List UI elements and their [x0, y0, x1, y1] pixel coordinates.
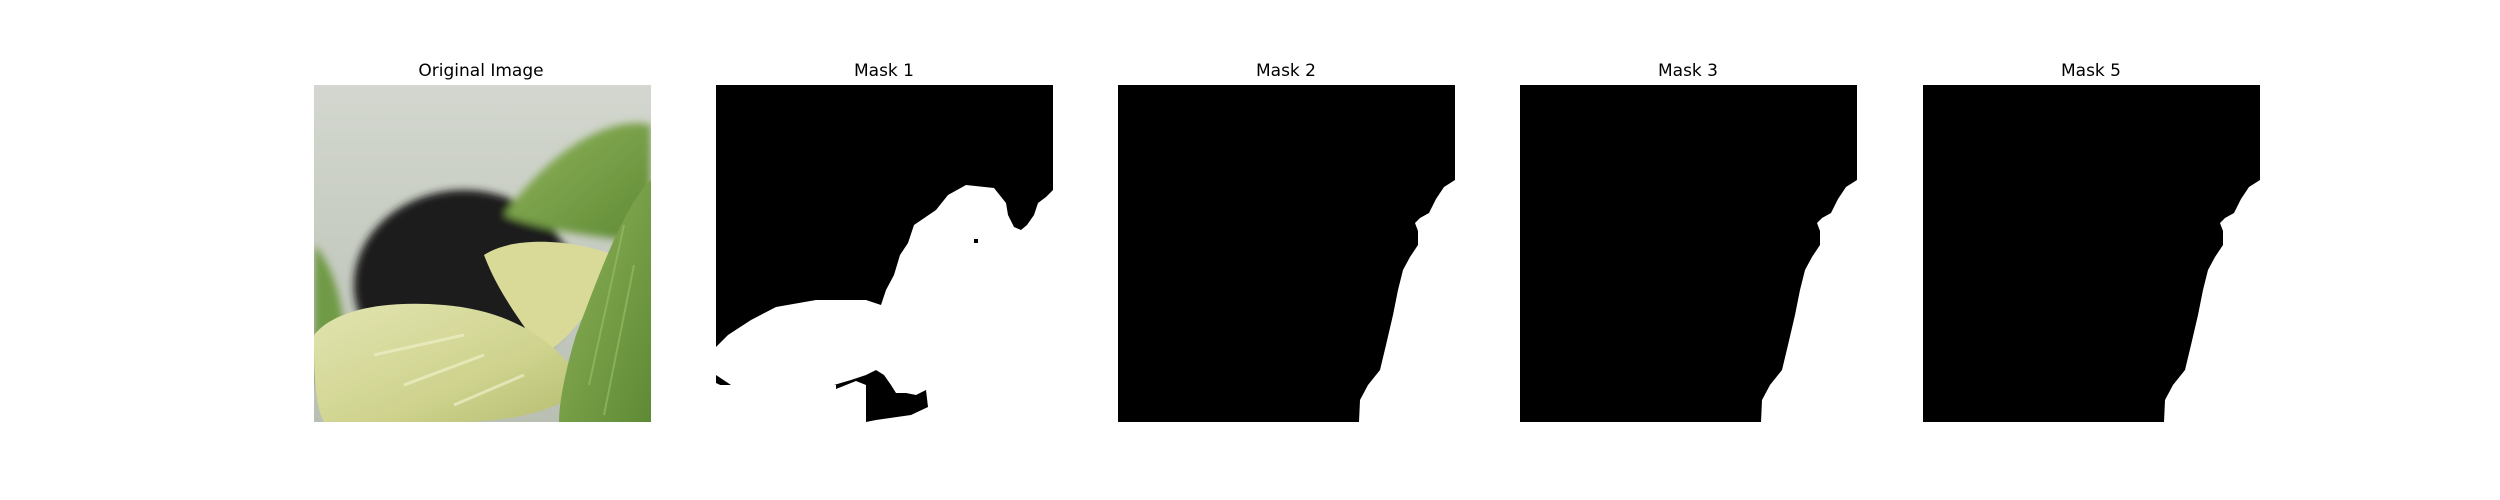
mask-1-speck [974, 239, 978, 243]
photo-lower-pale-leaf [314, 303, 584, 422]
photo-upper-pale-leaf [484, 241, 614, 355]
mask-5-foreground [2164, 180, 2260, 422]
mask-3-image [1520, 85, 1857, 422]
panel-title-original-image: Original Image [418, 61, 544, 81]
mask-3-foreground [1761, 180, 1857, 422]
mask-1-image [716, 85, 1053, 422]
mask-5-image [1923, 85, 2260, 422]
mask-2-image [1118, 85, 1455, 422]
panel-title-mask-3: Mask 3 [1657, 61, 1718, 81]
panel-title-mask-5: Mask 5 [2060, 61, 2121, 81]
panel-title-mask-1: Mask 1 [853, 61, 914, 81]
photo-top-right-leaf [504, 123, 651, 245]
original-image [314, 85, 651, 422]
mask-1-foreground [716, 185, 1053, 422]
photo-right-green-leaf [559, 180, 651, 422]
mask-2-foreground [1359, 180, 1455, 422]
panel-title-mask-2: Mask 2 [1255, 61, 1316, 81]
